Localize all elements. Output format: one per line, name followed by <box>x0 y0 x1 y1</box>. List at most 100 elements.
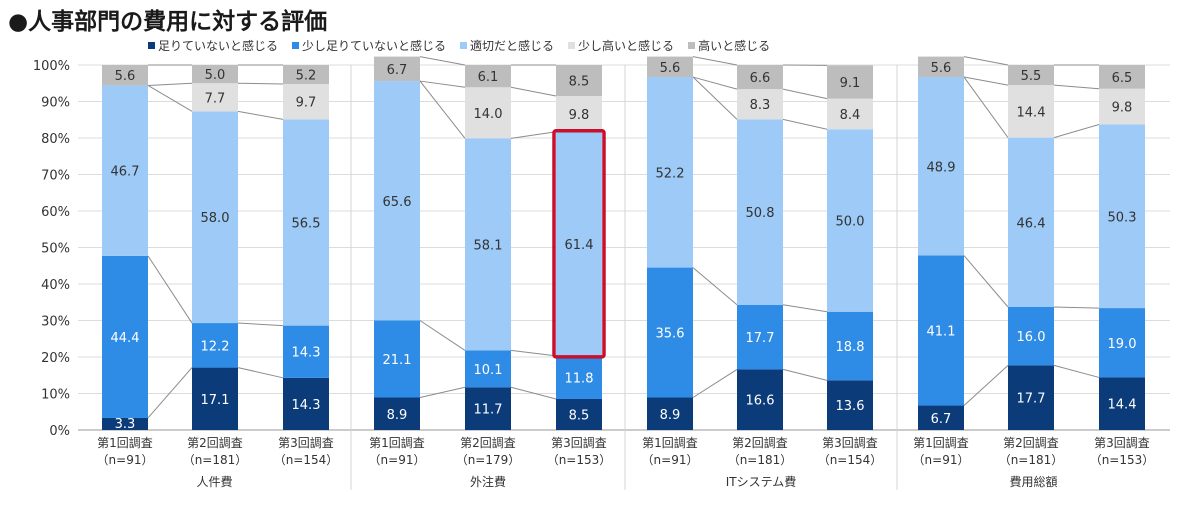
bar-segment <box>647 267 693 398</box>
data-label: 46.7 <box>111 165 140 180</box>
group-label: 外注費 <box>470 474 506 489</box>
data-label: 3.3 <box>115 417 136 432</box>
legend-label: 高いと感じる <box>698 38 771 53</box>
bar-segment <box>374 397 420 430</box>
category-label: 第3回調査 <box>278 436 334 450</box>
bar-segment <box>465 350 511 388</box>
legend-item: 適切だと感じる <box>460 37 554 54</box>
bar-segment <box>192 83 238 112</box>
bar-segment <box>918 405 964 430</box>
connector-line <box>692 76 738 120</box>
y-tick-label: 20% <box>41 351 70 366</box>
connector-line <box>510 86 557 97</box>
data-label: 52.2 <box>656 166 685 181</box>
data-label: 13.6 <box>836 399 865 414</box>
group-label: ITシステム費 <box>726 474 797 489</box>
category-n-label: （n=91） <box>369 453 426 467</box>
bar-segment <box>827 380 873 430</box>
bar-segment <box>465 387 511 430</box>
data-label: 6.7 <box>931 412 952 427</box>
data-label: 56.5 <box>292 216 321 231</box>
bar-segment <box>465 138 511 351</box>
category-n-label: （n=91） <box>97 453 154 467</box>
data-label: 6.1 <box>478 70 499 85</box>
connector-line <box>692 267 738 306</box>
bar-segment <box>1099 65 1145 89</box>
y-tick-label: 0% <box>49 424 70 439</box>
connector-line <box>782 304 828 313</box>
bar-segment <box>192 367 238 430</box>
data-label: 11.8 <box>565 371 594 386</box>
connector-line <box>147 255 193 324</box>
connector-line <box>237 322 284 327</box>
data-label: 5.6 <box>115 69 136 84</box>
data-label: 6.6 <box>750 71 771 86</box>
bar-segment <box>647 397 693 430</box>
legend-item: 足りていないと感じる <box>148 37 278 54</box>
bar-segment <box>465 65 511 88</box>
data-label: 9.8 <box>569 108 590 123</box>
bar-segment <box>1099 308 1145 378</box>
data-label: 50.3 <box>1108 210 1137 225</box>
legend-label: 足りていないと感じる <box>158 38 279 53</box>
data-label: 35.6 <box>656 327 685 342</box>
bar-segment <box>192 65 238 84</box>
legend-swatch <box>292 41 300 49</box>
connector-line <box>419 386 466 399</box>
bar-segment <box>283 83 329 120</box>
y-tick-label: 70% <box>41 169 70 184</box>
connector-line <box>963 255 1009 308</box>
data-label: 8.9 <box>387 408 408 423</box>
bar-segment <box>1008 85 1054 138</box>
data-label: 10.1 <box>474 363 503 378</box>
legend-swatch <box>568 41 576 49</box>
category-n-label: （n=179） <box>456 453 521 467</box>
connector-line <box>692 368 738 398</box>
data-label: 5.0 <box>205 68 226 83</box>
data-label: 8.5 <box>569 75 590 90</box>
bar-segment <box>918 56 964 78</box>
connector-line <box>419 56 466 66</box>
data-label: 18.8 <box>836 340 865 355</box>
bar-segment <box>374 81 420 321</box>
connector-line <box>147 85 193 112</box>
category-n-label: （n=153） <box>1090 453 1155 467</box>
connector-line <box>782 88 828 100</box>
category-n-label: （n=91） <box>913 453 970 467</box>
bar-segment <box>283 119 329 326</box>
data-label: 17.1 <box>201 393 230 408</box>
connector-line <box>1053 306 1100 309</box>
y-tick-label: 90% <box>41 96 70 111</box>
category-label: 第2回調査 <box>732 436 788 450</box>
chart-title: ●人事部門の費用に対する評価 <box>8 9 328 35</box>
connector-line <box>419 80 466 88</box>
data-label: 50.0 <box>836 214 865 229</box>
data-label: 58.0 <box>201 211 230 226</box>
connector-line <box>963 56 1009 66</box>
data-label: 5.5 <box>1021 69 1042 84</box>
bar-segment <box>556 398 602 430</box>
connector-line <box>237 82 284 85</box>
data-label: 12.2 <box>201 339 230 354</box>
data-label: 6.5 <box>1112 71 1133 86</box>
bar-segment <box>1099 377 1145 430</box>
legend-item: 高いと感じる <box>688 37 770 54</box>
bar-segment <box>102 85 148 256</box>
data-label: 5.6 <box>931 61 952 76</box>
bar-segment <box>1099 88 1145 125</box>
connector-line <box>510 131 557 139</box>
data-label: 14.3 <box>292 398 321 413</box>
connector-line <box>782 118 828 130</box>
connector-line <box>510 386 557 400</box>
y-tick-label: 80% <box>41 132 70 147</box>
data-label: 8.9 <box>660 408 681 423</box>
bar-segment <box>737 119 783 305</box>
y-tick-label: 60% <box>41 205 70 220</box>
category-label: 第1回調査 <box>913 436 969 450</box>
category-label: 第3回調査 <box>822 436 878 450</box>
bar-segment <box>556 65 602 97</box>
category-n-label: （n=181） <box>728 453 793 467</box>
connector-line <box>963 365 1009 406</box>
connector-line <box>147 367 193 419</box>
data-label: 14.3 <box>292 346 321 361</box>
